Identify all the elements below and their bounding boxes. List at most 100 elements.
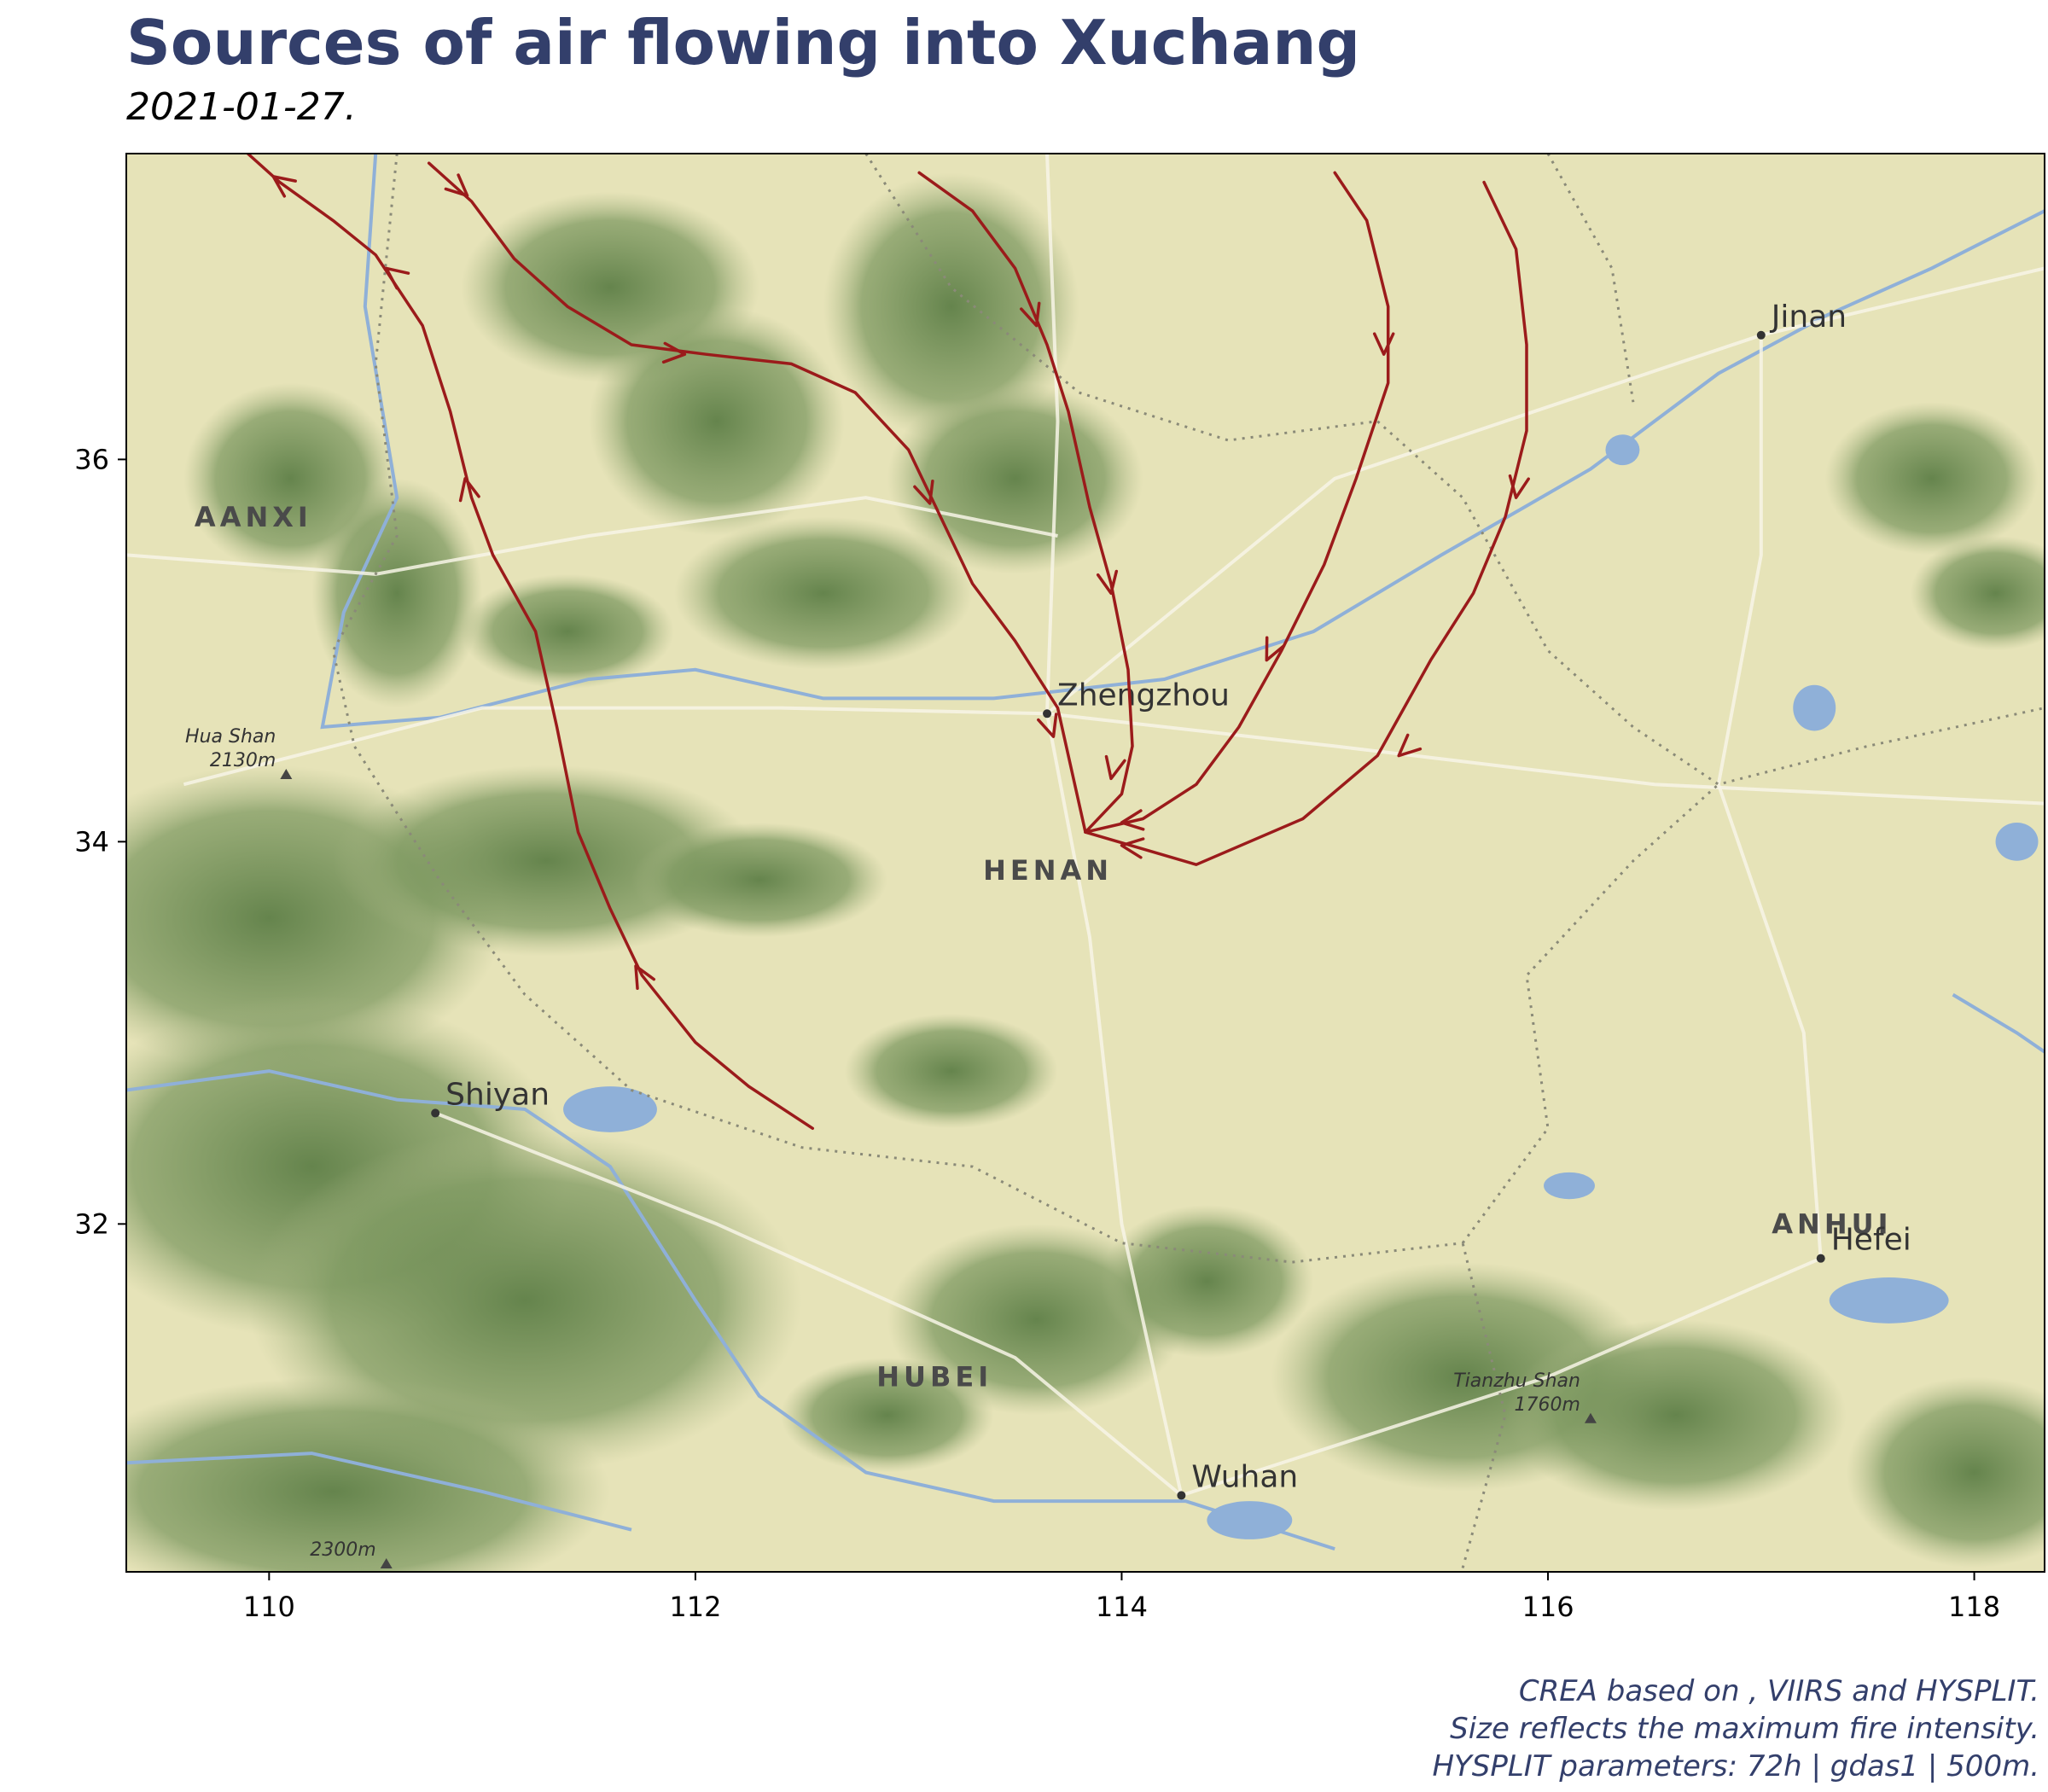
trajectory-arrow-16 [1120, 837, 1145, 859]
city-label-2: Shiyan [445, 1077, 550, 1112]
river-2 [126, 1452, 632, 1532]
forest-patch-15 [1100, 1204, 1314, 1359]
x-tick-label-2: 114 [1096, 1591, 1148, 1623]
city-marker-1 [1756, 330, 1766, 340]
trajectory-arrow-12 [1265, 636, 1286, 662]
forest-patch-22 [780, 1358, 994, 1473]
axes: 110 112 114 116 118 32 34 36 [74, 443, 2000, 1623]
trajectory-arrow-10 [1104, 754, 1126, 781]
forest-patch-10 [631, 822, 887, 938]
terrain-layer [126, 172, 2045, 1572]
city-marker-4 [1816, 1254, 1825, 1263]
trajectory-3 [1084, 171, 1390, 834]
y-tick-label-1: 34 [74, 825, 109, 858]
city-label-4: Hefei [1831, 1223, 1911, 1258]
trajectory-arrow-7 [1037, 713, 1058, 738]
page-subtitle: 2021-01-27. [126, 85, 357, 129]
region-label-1: HENAN [983, 854, 1113, 887]
forest-patch-20 [1910, 535, 2045, 651]
peak-name-0: Hua Shan [185, 726, 276, 748]
forest-patch-7 [461, 573, 674, 689]
peak-elevation-0: 2130m [210, 750, 276, 771]
city-label-3: Wuhan [1191, 1459, 1298, 1494]
trajectory-2 [917, 171, 1134, 834]
lake-5 [1995, 822, 2039, 861]
region-label-3: ANHUI [1772, 1208, 1892, 1241]
road-2 [1045, 266, 2045, 715]
trajectory-0 [246, 154, 815, 1131]
caption-line-2: Size reflects the maximum fire intensity… [1450, 1712, 2039, 1746]
forest-patch-5 [887, 382, 1143, 574]
trajectories [246, 154, 1530, 1131]
trajectory-arrow-2 [458, 477, 480, 503]
forest-patch-1 [311, 478, 483, 708]
forest-patch-17 [1505, 1319, 1847, 1511]
y-tick-label-2: 36 [74, 443, 109, 475]
province-border-0 [331, 154, 1463, 1264]
lake-0 [563, 1086, 657, 1132]
forest-patch-6 [673, 516, 973, 670]
lake-2 [1829, 1277, 1949, 1324]
borders-layer [331, 154, 2045, 1568]
x-tick-label-1: 112 [669, 1591, 721, 1623]
trajectory-arrow-9 [1096, 569, 1119, 595]
caption: CREA based on , VIIRS and HYSPLIT. Size … [1432, 1673, 2039, 1785]
province-border-2 [1461, 783, 1719, 1244]
city-label-1: Jinan [1770, 300, 1847, 335]
peak-marker-2 [380, 1558, 393, 1569]
trajectory-arrow-6 [913, 479, 934, 505]
x-tick-label-3: 116 [1521, 1591, 1574, 1623]
peak-marker-0 [280, 768, 293, 779]
peak-elevation-1: 1760m [1515, 1394, 1580, 1416]
trajectory-arrow-13 [1120, 809, 1145, 831]
trajectory-arrow-3 [634, 964, 656, 991]
peak-marker-1 [1584, 1412, 1597, 1423]
x-tick-label-4: 118 [1948, 1591, 2000, 1623]
province-border-4 [1461, 1242, 1507, 1568]
city-label-0: Zhengzhou [1057, 678, 1230, 713]
trajectory-4 [1084, 180, 1528, 866]
trajectory-1 [427, 161, 1087, 834]
forest-patch-4 [823, 172, 1079, 440]
page-title: Sources of air flowing into Xuchang [126, 7, 1361, 79]
x-tick-label-0: 110 [243, 1591, 295, 1623]
road-5 [126, 496, 1058, 576]
peak-name-1: Tianzhu Shan [1453, 1370, 1580, 1392]
river-0 [320, 154, 2045, 730]
forest-patch-18 [1846, 1376, 2045, 1568]
basemap: AANXI HENAN HUBEI ANHUI Zhengzhou Jinan Shiyan… [126, 154, 2045, 1572]
map-labels: AANXI HENAN HUBEI ANHUI Zhengzhou Jinan Shiyan… [185, 300, 1911, 1569]
trajectory-arrow-0 [271, 175, 297, 198]
region-label-0: AANXI [195, 501, 312, 533]
peak-elevation-2: 2300m [310, 1539, 375, 1561]
road-4 [1716, 335, 1823, 1259]
lake-6 [1544, 1172, 1595, 1200]
water-layer [126, 154, 2045, 1551]
forest-patch-19 [1824, 402, 2039, 556]
city-marker-0 [1043, 709, 1052, 719]
trajectory-arrow-1 [384, 266, 410, 290]
trajectory-arrow-8 [1020, 301, 1041, 328]
province-border-3 [1546, 154, 1635, 403]
forest-patch-13 [126, 1376, 610, 1572]
lake-3 [1207, 1501, 1293, 1539]
lake-4 [1793, 684, 1836, 731]
region-label-2: HUBEI [876, 1361, 992, 1393]
river-3 [1952, 992, 2045, 1054]
lake-1 [1605, 434, 1640, 466]
forest-patch-21 [844, 1013, 1058, 1129]
trajectory-arrow-4 [444, 173, 469, 198]
trajectory-arrow-14 [1508, 474, 1530, 499]
y-tick-label-0: 32 [74, 1207, 109, 1240]
plot-frame [125, 153, 2045, 1573]
caption-line-1: CREA based on , VIIRS and HYSPLIT. [1518, 1674, 2039, 1708]
trajectory-arrow-11 [1372, 332, 1395, 356]
city-marker-3 [1177, 1491, 1186, 1500]
road-3 [434, 1111, 1822, 1498]
trajectory-arrow-15 [1397, 733, 1423, 758]
river-1 [126, 1069, 1335, 1551]
caption-line-3: HYSPLIT parameters: 72h | gdas1 | 500m. [1432, 1749, 2039, 1783]
trajectory-arrow-5 [661, 341, 687, 364]
city-marker-2 [431, 1108, 440, 1118]
